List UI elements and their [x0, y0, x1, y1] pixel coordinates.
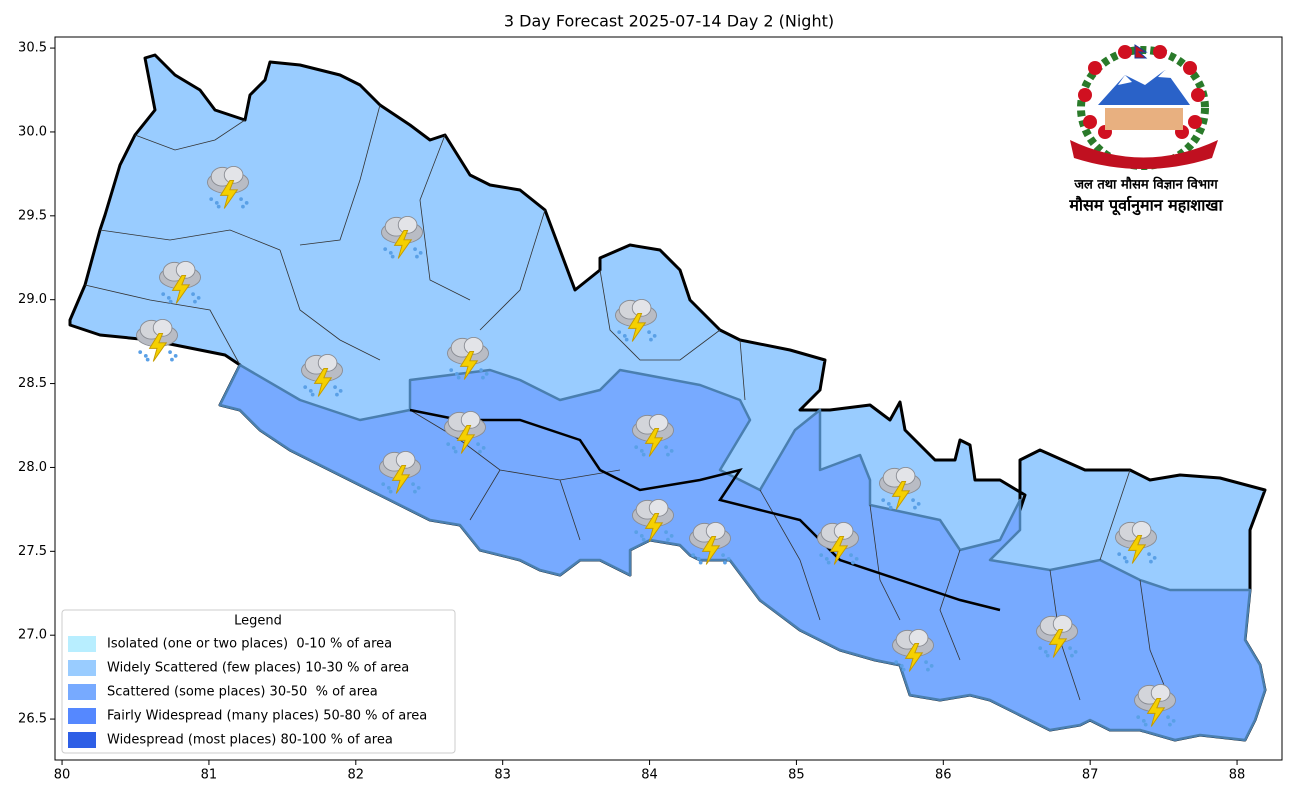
legend-swatch — [68, 732, 96, 748]
plot-frame — [54, 36, 1283, 761]
legend-swatch — [68, 684, 96, 700]
x-tick-label: 86 — [935, 768, 952, 783]
x-tick-label: 80 — [54, 768, 71, 783]
y-tick-label: 27.5 — [18, 544, 47, 559]
legend-label: Widely Scattered (few places) 10-30 % of… — [107, 661, 409, 676]
y-tick-label: 29.0 — [18, 292, 47, 307]
legend-label: Fairly Widespread (many places) 50-80 % … — [107, 709, 427, 724]
logo: जल तथा मौसम विज्ञान विभाग मौसम पूर्वानुम… — [1068, 44, 1224, 216]
nepal-map — [68, 53, 1267, 742]
storm-icon — [135, 318, 179, 362]
legend-swatch — [68, 708, 96, 724]
chart-title: 3 Day Forecast 2025-07-14 Day 2 (Night) — [504, 12, 834, 31]
legend-box — [61, 609, 456, 754]
y-tick-label: 30.0 — [18, 124, 47, 139]
y-tick-label: 29.5 — [18, 208, 47, 223]
legend-swatch — [68, 660, 96, 676]
x-tick-label: 87 — [1082, 768, 1099, 783]
legend: Legend Isolated (one or two places) 0-10… — [61, 609, 456, 754]
logo-department: जल तथा मौसम विज्ञान विभाग — [1073, 177, 1218, 193]
x-tick-label: 84 — [641, 768, 658, 783]
y-tick-label: 28.5 — [18, 376, 47, 391]
x-tick-label: 85 — [788, 768, 805, 783]
y-tick-label: 27.0 — [18, 628, 47, 643]
x-tick-label: 82 — [348, 768, 365, 783]
y-tick-label: 26.5 — [18, 712, 47, 727]
axes: 80 81 82 83 84 85 86 87 88 26.5 27.0 27.5 28.0 28.5 29… — [18, 41, 1245, 783]
logo-division: मौसम पूर्वानुमान महाशाखा — [1068, 196, 1223, 216]
x-tick-label: 83 — [494, 768, 511, 783]
legend-title: Legend — [234, 614, 282, 629]
legend-label: Isolated (one or two places) 0-10 % of a… — [107, 637, 392, 652]
legend-label: Scattered (some places) 30-50 % of area — [107, 685, 378, 700]
legend-swatch — [68, 636, 96, 652]
x-tick-label: 81 — [201, 768, 218, 783]
x-tick-label: 88 — [1229, 768, 1246, 783]
y-tick-label: 30.5 — [18, 41, 47, 56]
y-tick-label: 28.0 — [18, 460, 47, 475]
legend-label: Widespread (most places) 80-100 % of are… — [107, 733, 393, 748]
